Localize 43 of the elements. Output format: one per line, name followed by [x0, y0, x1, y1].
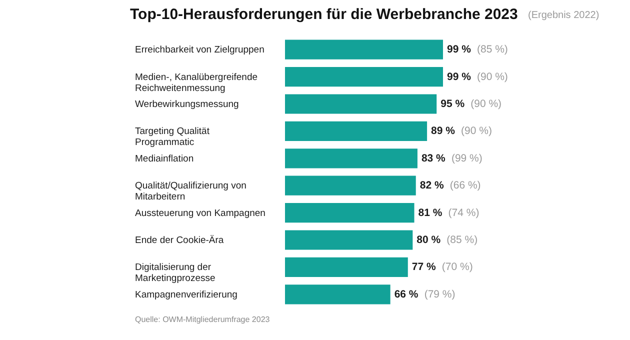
- y-tick-label: Qualität/Qualifizierung von Mitarbeitern: [135, 180, 246, 203]
- data-label: 83 %: [421, 152, 446, 164]
- data-label: 95 %: [440, 98, 466, 110]
- text: (90 %): [477, 70, 508, 83]
- y-tick-label: Aussteuerung von Kampagnen: [135, 208, 266, 219]
- bar: [285, 67, 443, 87]
- bar: [285, 94, 437, 114]
- annotation: (70 %): [442, 261, 473, 274]
- bar: [285, 40, 443, 60]
- bar: [285, 284, 390, 304]
- text: (85 %): [446, 234, 478, 246]
- source-note: Quelle: OWM-Mitgliederumfrage 2023: [135, 315, 270, 324]
- y-tick-label: Ende der Cookie-Ära: [135, 235, 224, 246]
- text: (90 %): [461, 125, 492, 138]
- bar: [285, 257, 408, 277]
- text: (74 %): [448, 206, 480, 219]
- bar: [285, 176, 416, 196]
- data-label: 81 %: [418, 206, 443, 219]
- y-tick-label: Kampagnenverifizierung: [135, 289, 238, 300]
- bar: [285, 230, 413, 250]
- bar: [285, 203, 414, 223]
- y-tick-label: Targeting Qualität Programmatic: [135, 126, 210, 148]
- data-label: 99 %: [447, 44, 472, 56]
- bar: [285, 148, 418, 168]
- y-tick-label: Erreichbarkeit von Zielgruppen: [135, 44, 264, 56]
- y-tick-label: Werbewirkungsmessung: [135, 99, 239, 110]
- chart-title: Top-10-Herausforderungen für die Werbebranche 2023: [130, 6, 518, 23]
- data-label: 77 %: [412, 261, 436, 274]
- data-label: 66 %: [394, 288, 419, 300]
- data-label: 80 %: [416, 234, 442, 246]
- bar: [285, 121, 428, 141]
- text: (66 %): [450, 180, 481, 192]
- data-label: 82 %: [420, 180, 444, 192]
- data-label: 89 %: [431, 125, 456, 138]
- y-tick-label: Mediainflation: [135, 153, 194, 164]
- data-label: 99 %: [447, 70, 472, 83]
- text: (Ergebnis 2022): [528, 10, 600, 21]
- text: (99 %): [451, 152, 482, 164]
- y-tick-label: Digitalisierung der Marketingprozesse: [135, 262, 216, 284]
- text: (85 %): [477, 44, 508, 56]
- annotation: (79 %): [424, 288, 456, 300]
- y-tick-label: Medien-, Kanalübergreifende Reichweitenmessung: [135, 72, 258, 94]
- text: (90 %): [470, 98, 502, 110]
